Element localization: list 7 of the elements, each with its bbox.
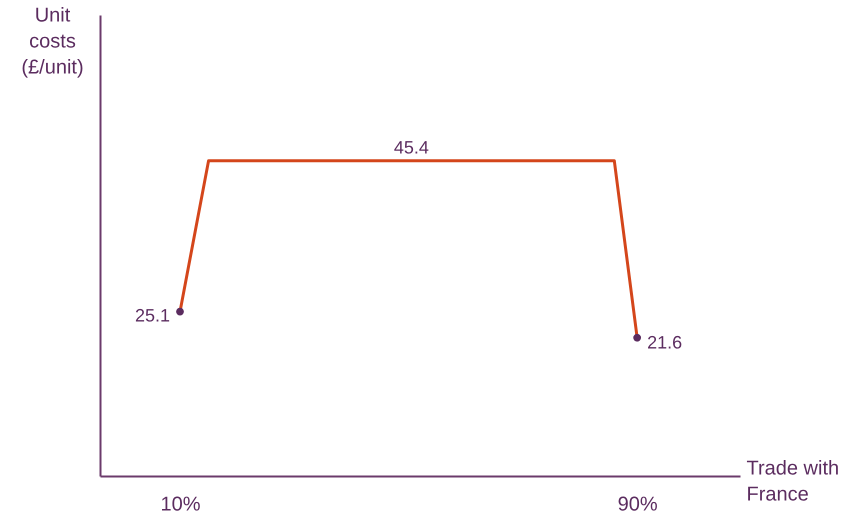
x-axis-title: Trade with France xyxy=(746,458,840,506)
y-axis-title: Unit costs (£/unit) xyxy=(21,4,84,78)
data-label: 25.1 xyxy=(134,306,170,326)
x-tick-label: 10% xyxy=(160,494,201,516)
x-tick-label: 90% xyxy=(618,494,658,516)
data-label: 21.6 xyxy=(647,332,682,353)
annotation: 45.4 xyxy=(394,138,429,158)
